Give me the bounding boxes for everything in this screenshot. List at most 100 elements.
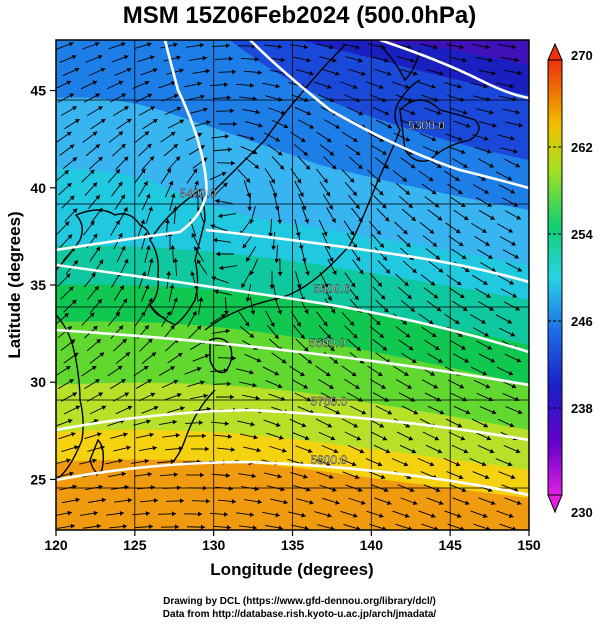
streamline-arrowhead bbox=[410, 58, 415, 63]
streamline-arrowhead bbox=[124, 484, 129, 490]
streamline-arrowhead bbox=[485, 241, 490, 246]
streamline-arrowhead bbox=[200, 145, 205, 150]
streamline-arrowhead bbox=[170, 324, 175, 330]
streamline-arrowhead bbox=[407, 44, 412, 50]
streamline-arrowhead bbox=[458, 241, 464, 247]
colorbar-label: 230 bbox=[571, 505, 593, 520]
streamline-arrowhead bbox=[219, 265, 224, 271]
streamline-arrowhead bbox=[66, 131, 72, 137]
streamline-arrowhead bbox=[277, 271, 283, 276]
streamline-arrowhead bbox=[350, 282, 356, 288]
streamline-arrowhead bbox=[122, 524, 127, 529]
streamline-arrowhead bbox=[70, 432, 76, 437]
streamline-arrowhead bbox=[175, 156, 181, 161]
streamline-arrowhead bbox=[170, 366, 175, 371]
streamline-arrowhead bbox=[300, 137, 306, 142]
streamline-arrowhead bbox=[226, 525, 231, 530]
streamline-arrowhead bbox=[98, 259, 104, 265]
streamline-arrowhead bbox=[461, 345, 466, 350]
streamline-arrowhead bbox=[94, 42, 100, 47]
streamline-arrowhead bbox=[511, 241, 516, 246]
colorbar-ticks: 270 262 254 246 238 230 bbox=[548, 48, 593, 520]
streamline-arrowhead bbox=[403, 229, 408, 235]
streamline-arrowhead bbox=[438, 500, 444, 506]
streamline-arrowhead bbox=[303, 384, 308, 389]
streamline-arrowhead bbox=[145, 193, 151, 199]
streamline-arrowhead bbox=[437, 216, 443, 221]
streamline-arrowhead bbox=[168, 180, 174, 186]
streamline-arrowhead bbox=[149, 432, 154, 438]
streamline-arrowhead bbox=[305, 271, 310, 276]
streamline-arrowhead bbox=[153, 498, 158, 503]
streamline-arrowhead bbox=[272, 192, 278, 198]
streamline-arrowhead bbox=[232, 121, 237, 127]
streamline-arrowhead bbox=[195, 193, 201, 198]
streamline-arrowhead bbox=[510, 135, 515, 141]
streamline-arrowhead bbox=[484, 332, 489, 337]
streamline-arrowhead bbox=[385, 268, 391, 274]
coastline-china-korea bbox=[56, 209, 166, 319]
coastline-primorye bbox=[209, 44, 346, 196]
streamline-arrowhead bbox=[179, 68, 184, 73]
streamline-arrowhead bbox=[323, 178, 328, 183]
streamline-arrowhead bbox=[413, 71, 418, 76]
coastline-honshu bbox=[204, 79, 421, 331]
streamline-arrowhead bbox=[306, 110, 312, 116]
streamline-arrowhead bbox=[218, 213, 223, 219]
streamline-arrowhead bbox=[121, 93, 126, 98]
streamline-arrowhead bbox=[358, 164, 363, 170]
streamline-arrowhead bbox=[70, 523, 75, 529]
streamline-arrowhead bbox=[204, 446, 209, 452]
streamline-arrowhead bbox=[69, 93, 74, 98]
streamline-arrowhead bbox=[115, 220, 120, 225]
streamline-arrowhead bbox=[462, 306, 468, 311]
contour-label: 5400.0 bbox=[180, 187, 217, 201]
streamline-arrowhead bbox=[514, 396, 520, 402]
streamline-arrowhead bbox=[280, 486, 285, 492]
streamline-arrowhead bbox=[384, 58, 389, 63]
colorbar-label: 238 bbox=[571, 401, 593, 416]
coastline-china-east bbox=[56, 314, 84, 481]
streamline-arrowhead bbox=[355, 384, 360, 389]
streamline-arrowhead bbox=[282, 448, 287, 453]
streamline-arrowhead bbox=[335, 71, 340, 76]
streamline-arrowhead bbox=[384, 110, 390, 116]
streamline-arrowhead bbox=[95, 93, 100, 98]
streamline-arrowhead bbox=[487, 345, 492, 350]
streamline-arrowhead bbox=[140, 311, 146, 317]
streamline-arrowhead bbox=[124, 106, 129, 111]
streamline-arrowhead bbox=[203, 107, 208, 113]
streamline-arrowhead bbox=[148, 524, 153, 530]
streamline-arrowhead bbox=[491, 409, 497, 415]
contour-label: 5800.0 bbox=[310, 453, 347, 467]
streamline-arrowhead bbox=[439, 409, 445, 415]
streamline-arrowhead bbox=[333, 359, 339, 364]
streamline-arrowhead bbox=[433, 294, 439, 299]
streamline-arrowhead bbox=[462, 57, 467, 63]
streamline-arrowhead bbox=[206, 120, 211, 125]
streamline-arrowhead bbox=[225, 473, 230, 478]
streamline-arrowhead bbox=[270, 322, 275, 327]
streamline-arrowhead bbox=[124, 392, 129, 397]
streamline-arrowhead bbox=[359, 269, 364, 275]
streamline-arrowhead bbox=[249, 270, 255, 276]
streamline-arrowhead bbox=[403, 371, 409, 376]
streamline-arrowhead bbox=[481, 228, 487, 233]
streamline-arrowhead bbox=[118, 325, 124, 331]
streamline-arrowhead bbox=[377, 371, 383, 376]
streamline-arrowhead bbox=[509, 280, 514, 285]
streamline-arrowhead bbox=[384, 164, 389, 169]
streamline-arrowhead bbox=[304, 435, 310, 441]
coastline-hokkaido bbox=[399, 99, 480, 162]
streamline-arrowhead bbox=[383, 307, 389, 313]
streamline-arrowhead bbox=[383, 487, 389, 493]
streamline-arrowhead bbox=[194, 180, 199, 186]
streamline-arrowhead bbox=[511, 383, 517, 389]
streamline-arrowhead bbox=[354, 295, 359, 301]
streamline-arrowhead bbox=[454, 176, 460, 181]
streamline-arrowhead bbox=[355, 150, 361, 156]
streamline-arrowhead bbox=[98, 484, 103, 490]
streamline-arrowhead bbox=[431, 84, 436, 89]
streamline-arrowhead bbox=[489, 163, 494, 168]
streamline-arrowhead bbox=[328, 474, 334, 479]
